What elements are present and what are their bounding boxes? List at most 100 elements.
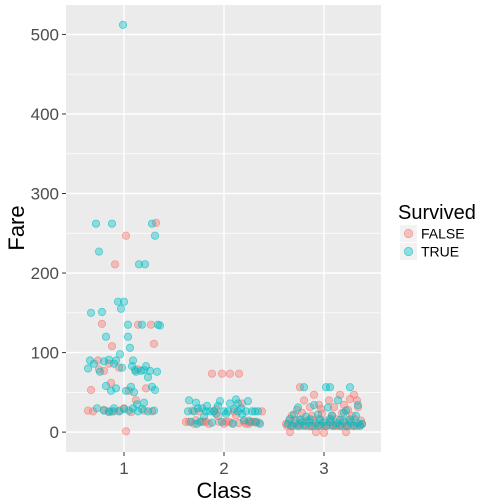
- data-point-true: [251, 417, 261, 426]
- data-point-true: [99, 406, 109, 415]
- data-point-false: [97, 319, 107, 328]
- data-point-false: [121, 427, 131, 436]
- data-point-true: [211, 409, 221, 418]
- data-point-true: [229, 404, 239, 414]
- data-point-true: [305, 415, 315, 424]
- data-point-true: [351, 411, 361, 420]
- axes: 0 100 200 300 400 500 1 2 3: [31, 25, 329, 478]
- x-tick-label: 1: [119, 459, 128, 478]
- data-point-true: [231, 395, 241, 404]
- data-point-true: [89, 359, 99, 368]
- data-point-true: [139, 398, 149, 407]
- data-point-true: [116, 304, 126, 313]
- data-point-true: [299, 383, 309, 392]
- data-point-false: [217, 369, 227, 378]
- data-point-false: [329, 403, 339, 412]
- data-point-true: [289, 410, 299, 419]
- data-point-true: [215, 396, 225, 406]
- data-point-true: [136, 366, 146, 375]
- legend-marker-true: [403, 246, 414, 257]
- data-point-true: [295, 415, 305, 425]
- data-points: [83, 20, 367, 437]
- data-point-true: [94, 247, 104, 256]
- data-point-true: [113, 297, 123, 306]
- y-tick-label: 100: [31, 344, 59, 363]
- data-point-true: [131, 367, 141, 376]
- data-point-false: [124, 386, 134, 395]
- data-point-false: [225, 369, 235, 378]
- data-point-true: [241, 407, 251, 416]
- data-point-true: [109, 359, 119, 368]
- data-point-true: [107, 219, 117, 228]
- data-point-true: [207, 418, 217, 427]
- data-point-true: [147, 382, 157, 391]
- legend-title: Survived: [398, 202, 476, 224]
- data-point-false: [107, 342, 117, 351]
- data-point-true: [137, 320, 147, 329]
- data-point-true: [233, 399, 243, 408]
- data-point-true: [125, 343, 135, 352]
- data-point-true: [225, 399, 235, 408]
- data-point-true: [128, 356, 138, 365]
- data-point-false: [83, 406, 93, 415]
- y-tick-label: 200: [31, 264, 59, 283]
- data-point-true: [132, 400, 142, 409]
- data-point-true: [243, 396, 253, 406]
- data-point-false: [285, 427, 295, 437]
- data-point-true: [193, 404, 203, 413]
- data-point-true: [353, 400, 363, 410]
- data-point-true: [184, 396, 194, 405]
- data-point-false: [305, 403, 315, 412]
- data-point-true: [335, 415, 345, 425]
- data-point-true: [99, 357, 109, 366]
- legend-label-true: TRUE: [421, 244, 459, 260]
- data-point-true: [106, 386, 116, 395]
- data-point-true: [129, 388, 139, 397]
- data-point-true: [86, 308, 96, 317]
- data-point-true: [333, 396, 343, 405]
- legend-key-false: [400, 225, 417, 242]
- data-point-true: [139, 365, 149, 375]
- data-point-true: [155, 321, 165, 330]
- data-point-true: [140, 260, 150, 269]
- data-point-true: [247, 407, 257, 416]
- y-tick-label: 400: [31, 105, 59, 124]
- data-point-true: [95, 367, 105, 376]
- data-point-true: [149, 406, 159, 415]
- data-point-true: [327, 411, 337, 420]
- data-point-true: [357, 419, 367, 428]
- data-point-true: [255, 419, 265, 428]
- data-point-false: [146, 320, 156, 329]
- legend-key-true: [400, 243, 417, 260]
- data-point-true: [228, 419, 238, 428]
- data-point-false: [309, 390, 319, 399]
- data-point-false: [324, 396, 334, 405]
- y-tick-label: 300: [31, 185, 59, 204]
- data-point-true: [137, 404, 147, 414]
- data-point-true: [101, 332, 111, 341]
- data-point-true: [91, 219, 101, 228]
- data-point-false: [149, 339, 159, 348]
- data-point-true: [152, 367, 162, 376]
- data-point-true: [233, 407, 243, 416]
- data-point-true: [141, 361, 151, 371]
- data-point-true: [150, 385, 160, 395]
- data-point-true: [313, 410, 323, 419]
- y-axis-title: Fare: [4, 205, 29, 250]
- legend-marker-false: [403, 228, 414, 239]
- x-tick-label: 2: [219, 459, 228, 478]
- data-point-true: [213, 401, 223, 410]
- x-axis-title: Class: [196, 478, 251, 503]
- data-point-false: [299, 396, 309, 405]
- data-point-true: [83, 364, 93, 373]
- data-point-true: [325, 383, 335, 392]
- data-point-true: [123, 320, 133, 329]
- data-point-true: [118, 20, 128, 29]
- y-tick-label: 500: [31, 25, 59, 44]
- data-point-true: [245, 417, 255, 426]
- data-point-true: [101, 381, 111, 391]
- data-point-true: [283, 419, 293, 428]
- data-point-true: [97, 307, 107, 317]
